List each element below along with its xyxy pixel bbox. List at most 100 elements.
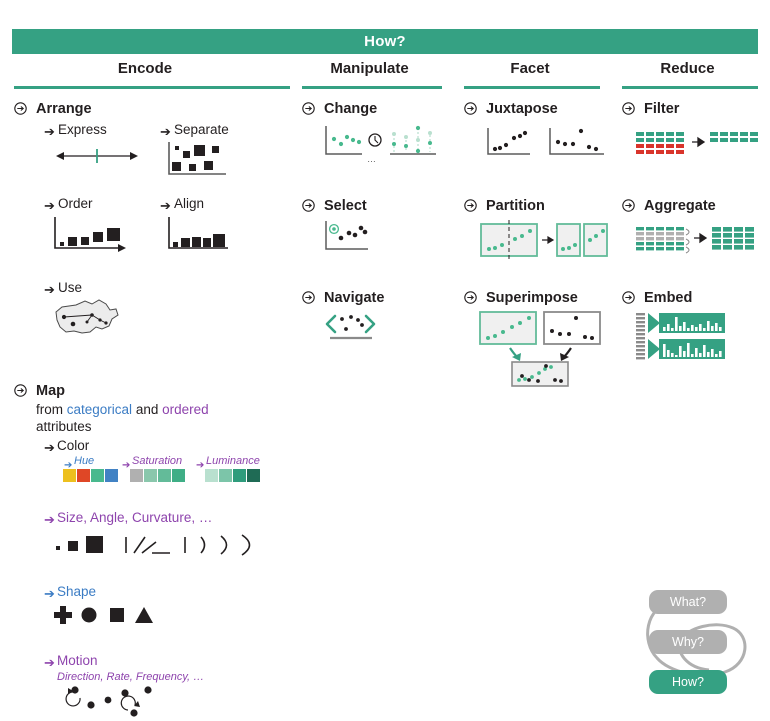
rule-reduce: [622, 86, 758, 89]
map-desc-post: attributes: [36, 419, 92, 434]
encode-arrange-express-label: Express: [58, 122, 107, 137]
us-map-network-icon: [55, 299, 119, 334]
map-desc-pre: from: [36, 402, 67, 417]
encode-arrange-separate-label: Separate: [174, 122, 229, 137]
sub-arrow-icon: ➔: [44, 440, 55, 455]
nav-pill-what-label: What?: [669, 595, 707, 609]
rule-encode: [14, 86, 290, 89]
two-panels-merge-down-icon: [479, 311, 601, 387]
column-heading-reduce: Reduce: [660, 60, 715, 77]
nav-pill-how-label: How?: [672, 675, 704, 689]
sub-arrow-icon: ➔: [196, 460, 205, 471]
circled-arrow-icon: [464, 291, 477, 304]
facet-superimpose-label: Superimpose: [486, 290, 578, 306]
sub-arrow-icon: ➔: [44, 282, 55, 297]
color-channel-luminance-label: Luminance: [206, 455, 260, 467]
saturation-swatch: [144, 469, 157, 482]
motion-dots-icon: [65, 686, 152, 717]
circled-arrow-icon: [14, 102, 27, 115]
rule-facet: [464, 86, 600, 89]
color-channel-saturation-label: Saturation: [132, 455, 183, 467]
sub-arrow-icon: ➔: [64, 460, 73, 471]
hue-swatch: [63, 469, 76, 482]
svg-text:…: …: [367, 154, 376, 164]
sub-arrow-icon: ➔: [44, 198, 55, 213]
double-arrow-tick-icon: [56, 149, 138, 163]
column-headings: Encode Manipulate Facet Reduce: [0, 60, 770, 88]
scatter-clock-scatter-icon: …: [325, 125, 436, 164]
facet-partition-label: Partition: [486, 198, 545, 214]
chevrons-dots-icon: [325, 314, 376, 340]
embedded-bar-banners-icon: [636, 313, 725, 360]
reduce-filter-label: Filter: [644, 101, 680, 117]
hue-swatch: [77, 469, 90, 482]
encode-map-description: from categorical and ordered: [36, 401, 209, 418]
split-panel-to-two-icon: [480, 220, 608, 260]
encode-map-motion-sub: Direction, Rate, Frequency, …: [57, 671, 205, 683]
how-banner: How?: [12, 29, 758, 54]
encode-arrange-use-label: Use: [58, 280, 83, 295]
circled-arrow-icon: [622, 102, 635, 115]
saturation-swatch: [130, 469, 143, 482]
size-angle-curvature-icon: [56, 534, 251, 556]
luminance-swatch: [205, 469, 218, 482]
encode-arrange-order-label: Order: [58, 196, 93, 211]
nav-pill-why[interactable]: Why?: [649, 630, 727, 654]
sub-arrow-icon: ➔: [44, 655, 55, 670]
facet-juxtapose-label: Juxtapose: [486, 101, 558, 117]
saturation-swatch: [172, 469, 185, 482]
circled-arrow-icon: [302, 291, 315, 304]
encode-map-label: Map: [36, 383, 65, 399]
encode-map-size-label: Size, Angle, Curvature, …: [57, 510, 213, 525]
encode-map-shape-label: Shape: [57, 584, 97, 599]
luminance-swatch: [233, 469, 246, 482]
encode-map-motion-label: Motion: [57, 653, 98, 668]
map-desc-mid: and: [132, 402, 163, 417]
grid-rows-aggregated-icon: [636, 227, 754, 254]
column-heading-encode: Encode: [117, 60, 173, 77]
sub-arrow-icon: ➔: [44, 124, 55, 139]
shape-glyphs-icon: [54, 606, 153, 624]
nav-pill-how[interactable]: How?: [649, 670, 727, 694]
encode-arrange-align-label: Align: [174, 196, 205, 211]
hue-swatch: [105, 469, 118, 482]
grid-rows-filtered-icon: [636, 132, 758, 154]
sub-arrow-icon: ➔: [122, 460, 131, 471]
how-banner-label: How?: [364, 33, 406, 50]
two-scatter-plots-icon: [487, 128, 604, 155]
circled-arrow-icon: [464, 102, 477, 115]
circled-arrow-icon: [622, 199, 635, 212]
column-heading-manipulate: Manipulate: [330, 60, 409, 77]
manipulate-change-label: Change: [324, 101, 378, 117]
scatter-squares-icon: [168, 142, 226, 175]
map-desc-ordered: ordered: [162, 402, 209, 417]
luminance-swatch: [219, 469, 232, 482]
circled-arrow-icon: [302, 199, 315, 212]
nav-pill-why-label: Why?: [672, 635, 704, 649]
circled-arrow-icon: [302, 102, 315, 115]
reduce-embed-label: Embed: [644, 290, 693, 306]
manipulate-select-label: Select: [324, 198, 367, 214]
sub-arrow-icon: ➔: [160, 198, 171, 213]
sub-arrow-icon: ➔: [44, 512, 55, 527]
luminance-swatch: [247, 469, 260, 482]
hue-swatch: [91, 469, 104, 482]
encode-arrange-label: Arrange: [36, 101, 92, 117]
column-heading-facet: Facet: [510, 60, 550, 77]
map-desc-categorical: categorical: [66, 402, 133, 417]
manipulate-navigate-label: Navigate: [324, 290, 385, 306]
encode-map-color-label: Color: [57, 438, 90, 453]
aligned-bars-icon: [168, 217, 228, 249]
circled-arrow-icon: [14, 384, 27, 397]
circled-arrow-icon: [464, 199, 477, 212]
sub-arrow-icon: ➔: [44, 586, 55, 601]
sub-arrow-icon: ➔: [160, 124, 171, 139]
color-channel-hue-label: Hue: [74, 455, 95, 467]
ordered-squares-icon: [54, 217, 126, 252]
rule-manipulate: [302, 86, 442, 89]
circled-arrow-icon: [622, 291, 635, 304]
saturation-swatch: [158, 469, 171, 482]
reduce-aggregate-label: Aggregate: [644, 198, 716, 214]
nav-pill-what[interactable]: What?: [649, 590, 727, 614]
